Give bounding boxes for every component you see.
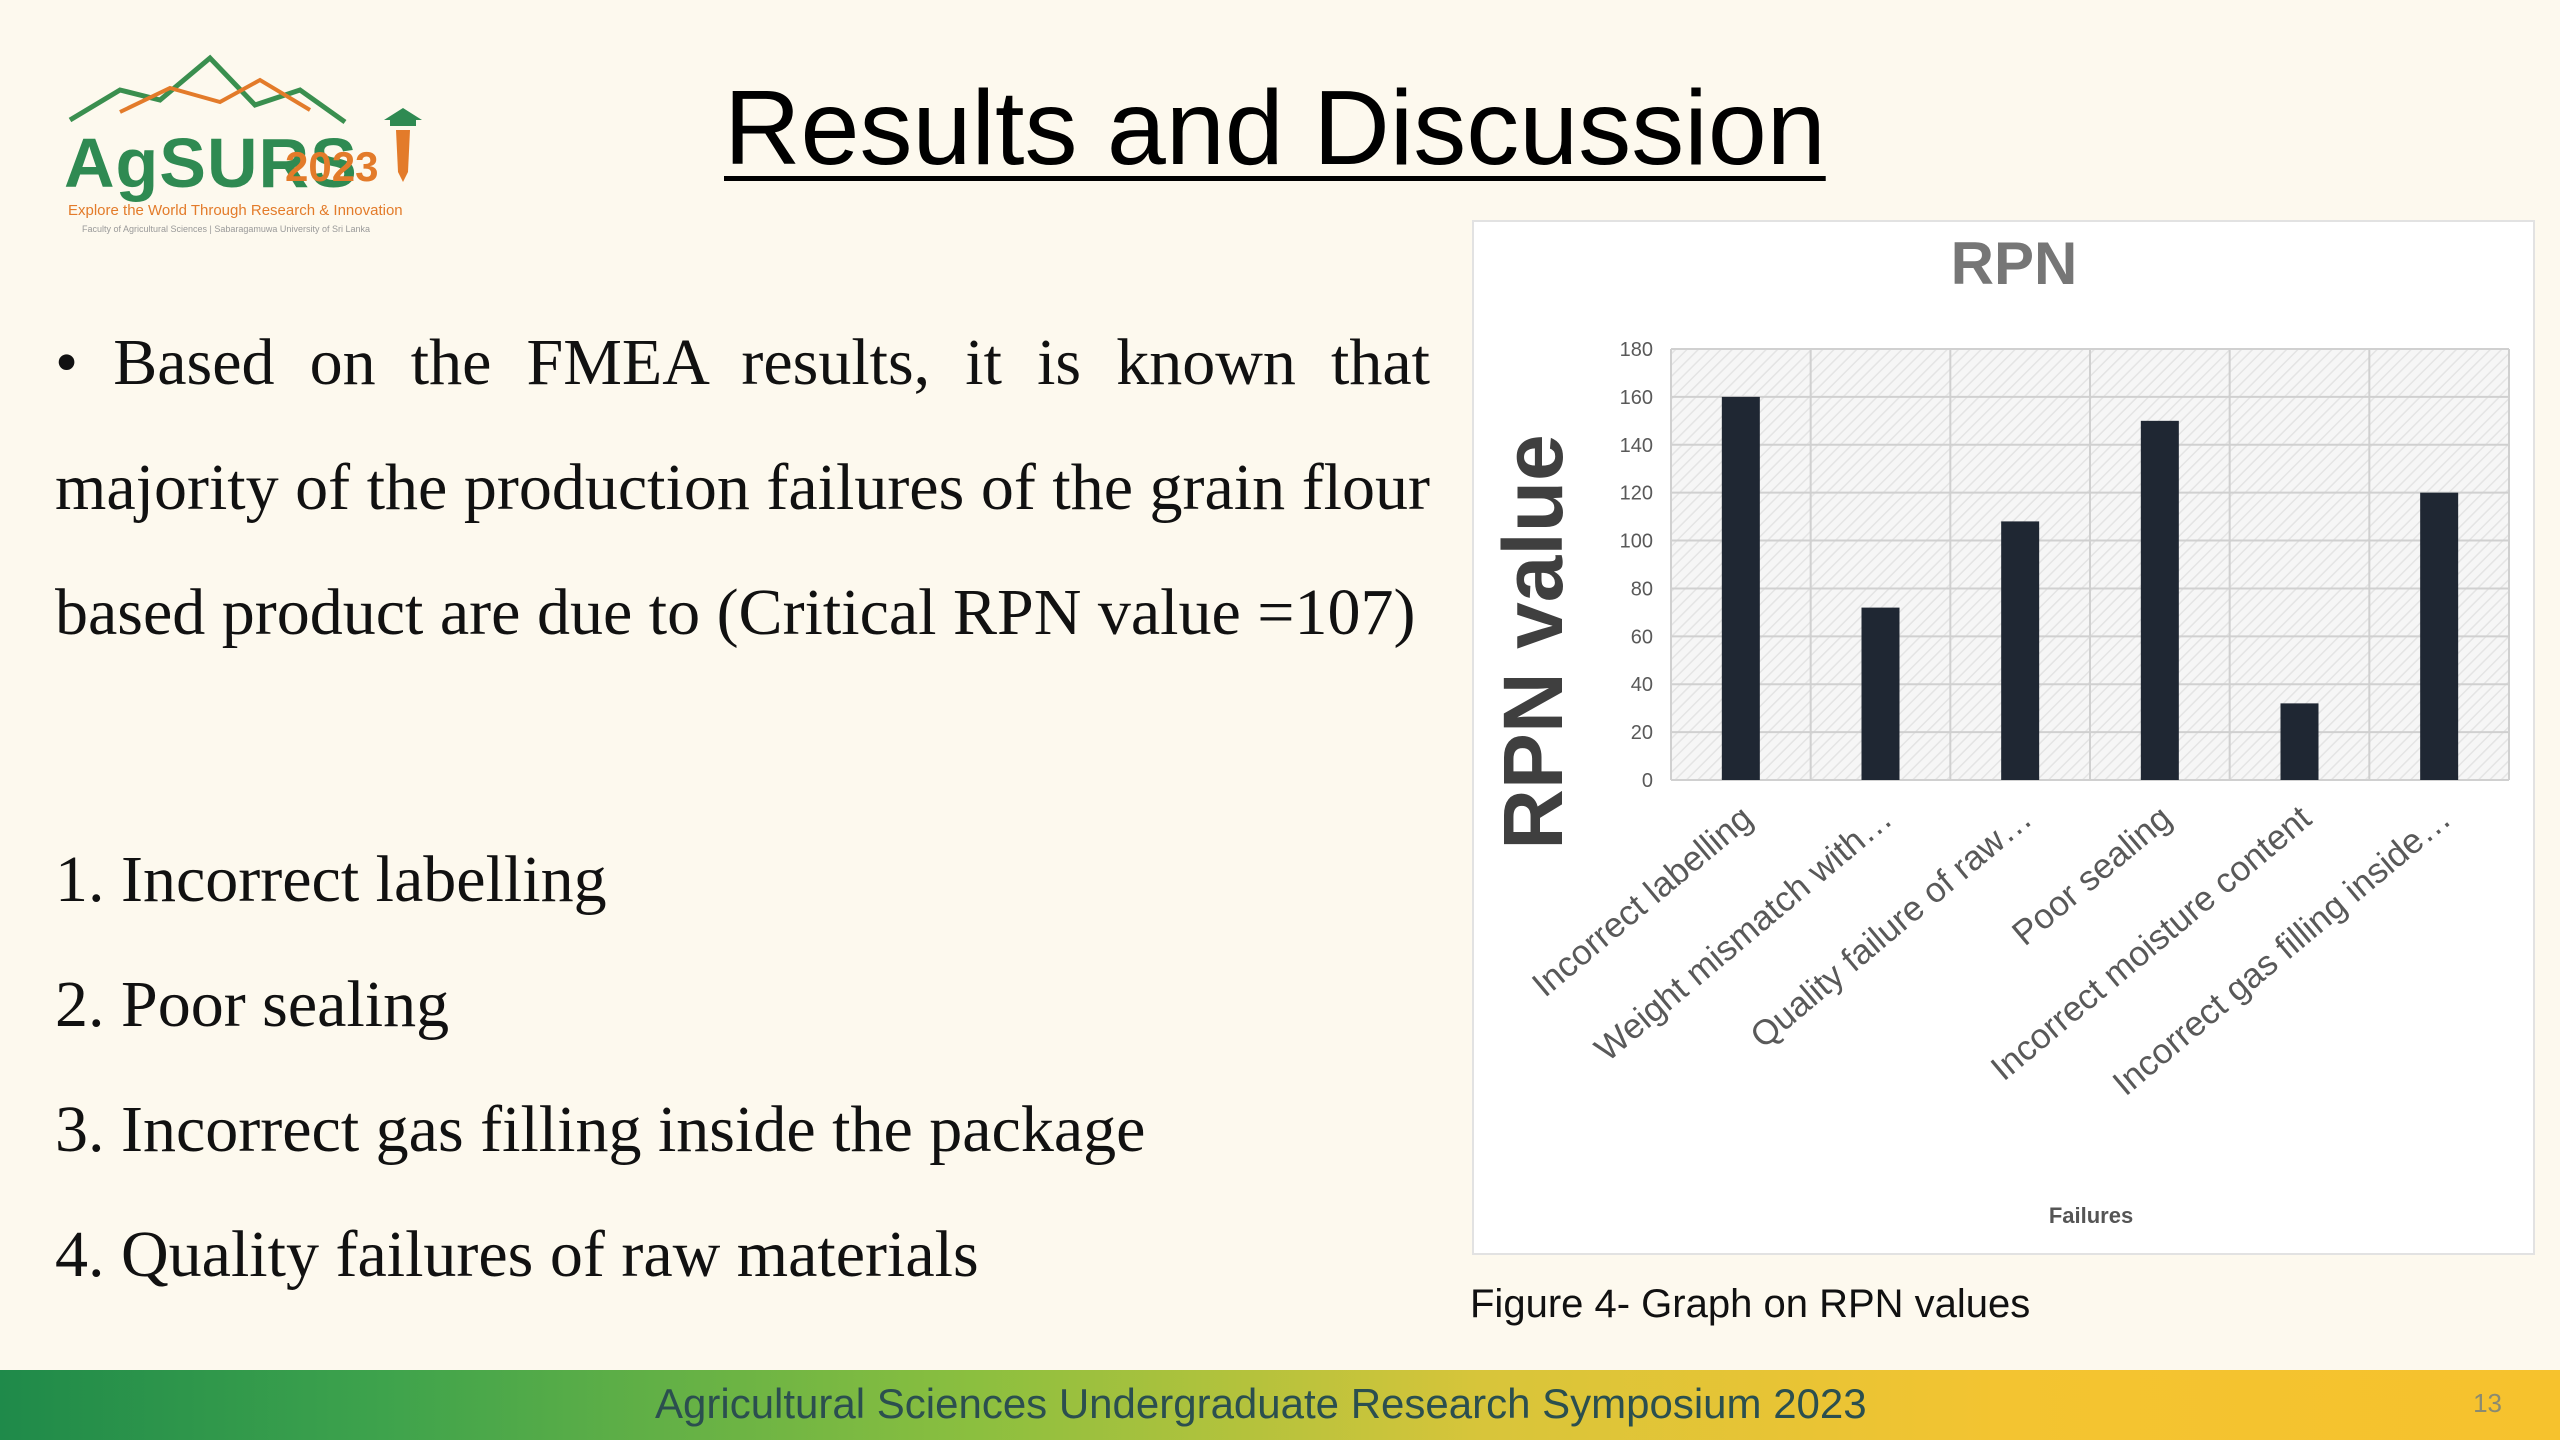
failure-list: 1. Incorrect labelling 2. Poor sealing 3… xyxy=(55,835,1430,1335)
y-tick-label: 80 xyxy=(1631,578,1653,600)
y-axis-label: RPN value xyxy=(1486,434,1580,850)
list-item: 3. Incorrect gas filling inside the pack… xyxy=(55,1093,1146,1166)
agsurs-logo: AgSURS 2023 Explore the World Through Re… xyxy=(60,50,430,240)
y-tick-label: 160 xyxy=(1620,387,1653,409)
bar xyxy=(2280,703,2319,780)
logo-year: 2023 xyxy=(285,143,379,190)
bar xyxy=(2140,420,2179,780)
x-tick-label: Quality failure of raw… xyxy=(1743,798,2039,1055)
list-item: 1. Incorrect labelling xyxy=(55,843,607,916)
x-axis-label: Failures xyxy=(2049,1203,2133,1228)
y-tick-label: 60 xyxy=(1631,626,1653,648)
bar xyxy=(2001,521,2040,780)
logo-tagline: Explore the World Through Research & Inn… xyxy=(68,202,403,219)
y-tick-label: 120 xyxy=(1620,483,1653,505)
bar xyxy=(1721,396,1760,780)
y-tick-label: 100 xyxy=(1620,531,1653,553)
rpn-chart: RPN RPN value Failures 0 20 40 60 80 100 120 14… xyxy=(1472,220,2535,1255)
footer-text: Agricultural Sciences Undergraduate Rese… xyxy=(655,1380,1867,1427)
logo-subline: Faculty of Agricultural Sciences | Sabar… xyxy=(82,224,370,234)
pen-icon xyxy=(384,108,422,182)
logo-word: AgSURS xyxy=(64,124,358,202)
list-item: 4. Quality failures of raw materials xyxy=(55,1218,979,1291)
chart-canvas: RPN RPN value Failures 0 20 40 60 80 100 120 14… xyxy=(1486,230,2510,1228)
y-tick-label: 140 xyxy=(1620,435,1653,457)
page-number: 13 xyxy=(2473,1388,2502,1418)
figure-caption: Figure 4- Graph on RPN values xyxy=(1470,1282,2031,1326)
chart-title: RPN xyxy=(1951,230,2078,297)
y-tick-label: 20 xyxy=(1631,722,1653,744)
bar xyxy=(2420,492,2459,780)
page-title: Results and Discussion xyxy=(724,69,1826,187)
intro-paragraph: • Based on the FMEA results, it is known… xyxy=(55,326,1430,649)
y-tick-label: 40 xyxy=(1631,674,1653,696)
list-item: 2. Poor sealing xyxy=(55,968,450,1041)
y-tick-label: 180 xyxy=(1620,339,1653,361)
y-tick-label: 0 xyxy=(1642,770,1653,792)
bar xyxy=(1861,607,1900,780)
mountain-icon xyxy=(68,54,347,125)
footer-bar: Agricultural Sciences Undergraduate Rese… xyxy=(0,1370,2560,1440)
